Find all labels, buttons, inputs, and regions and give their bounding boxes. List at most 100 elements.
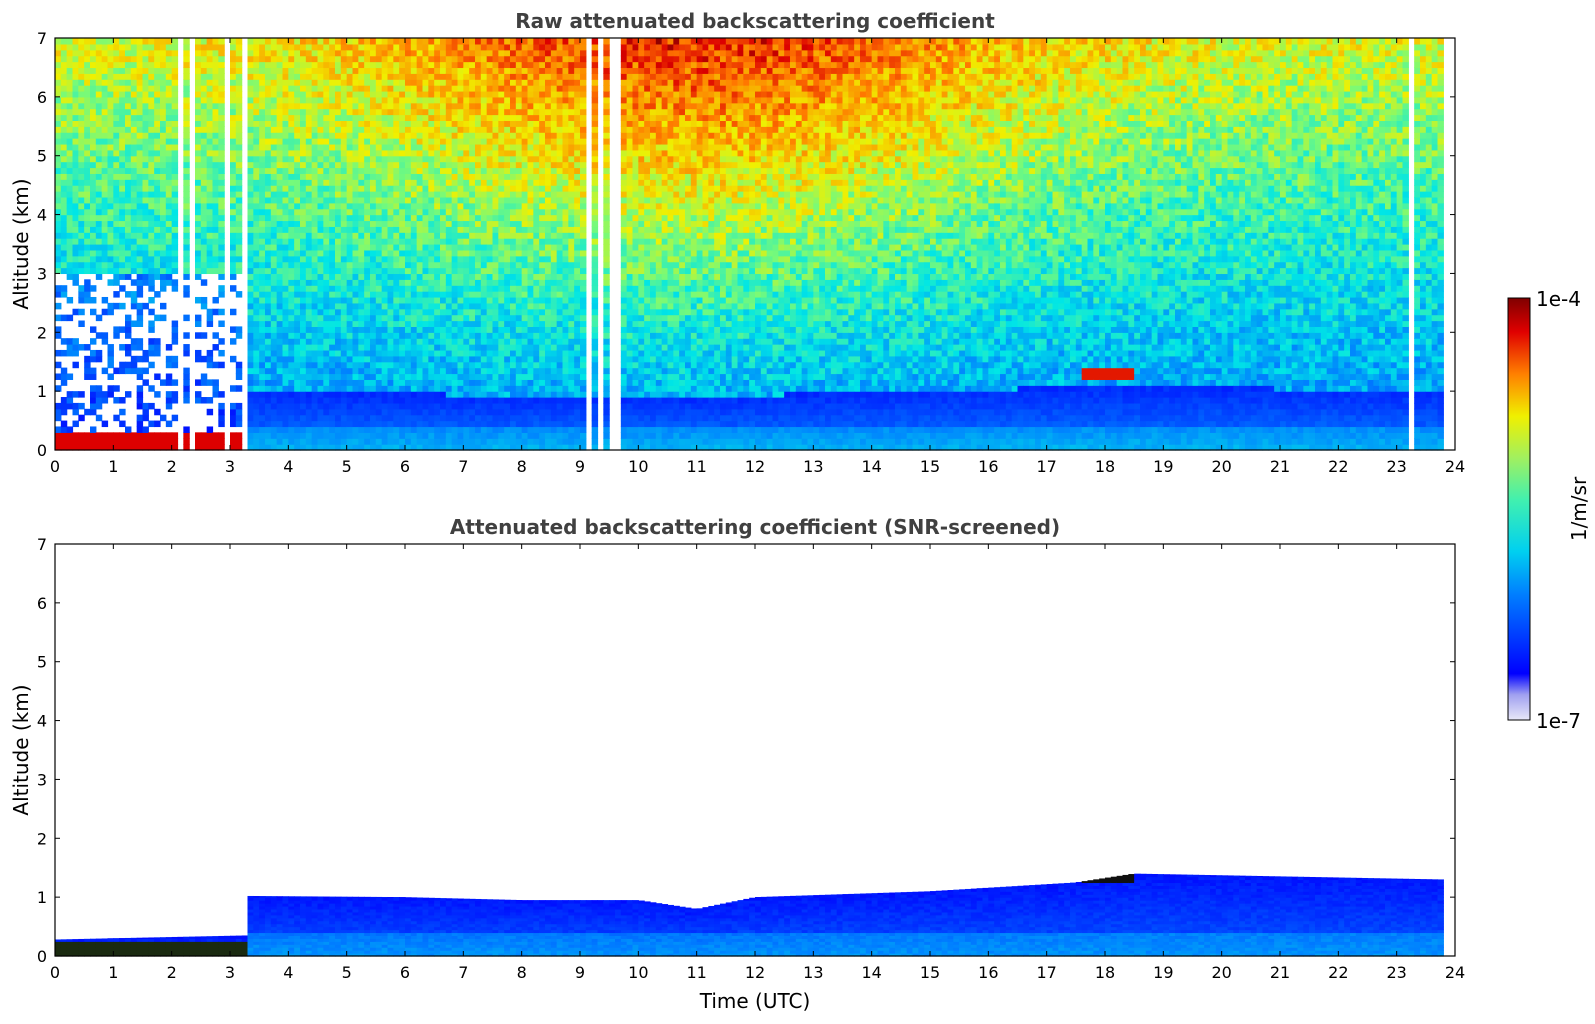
heatmap-cell (107, 391, 114, 398)
heatmap-cell (294, 114, 301, 121)
heatmap-cell (486, 249, 494, 257)
heatmap-cell (498, 308, 505, 316)
heatmap-cell (498, 373, 505, 380)
heatmap-cell (305, 132, 313, 139)
heatmap-cell (230, 132, 237, 139)
heatmap-cell (247, 397, 254, 404)
heatmap-cell (265, 320, 272, 327)
heatmap-cell (457, 397, 464, 404)
heatmap-cell (72, 349, 79, 357)
heatmap-cell (294, 108, 301, 116)
heatmap-cell (311, 238, 319, 245)
heatmap-cell (78, 120, 85, 127)
heatmap-cell (55, 196, 62, 204)
heatmap-cell (130, 226, 138, 233)
heatmap-cell (247, 302, 254, 310)
heatmap-cell (305, 49, 313, 57)
heatmap-cell (125, 438, 132, 445)
heatmap-cell (451, 385, 459, 392)
heatmap-cell (480, 126, 488, 133)
heatmap-cell (259, 432, 266, 439)
heatmap-cell (235, 438, 243, 445)
heatmap-cell (475, 332, 482, 339)
heatmap-cell (259, 85, 266, 92)
heatmap-cell (504, 385, 511, 392)
heatmap-cell (270, 267, 278, 275)
heatmap-cell (329, 132, 336, 139)
heatmap-cell (171, 414, 179, 422)
heatmap-cell (527, 408, 534, 416)
heatmap-cell (276, 320, 284, 327)
heatmap-cell (311, 185, 319, 192)
heatmap-cell (393, 208, 400, 216)
heatmap-cell (422, 161, 429, 169)
heatmap-cell (428, 285, 435, 292)
heatmap-cell (323, 196, 330, 204)
heatmap-cell (90, 196, 97, 204)
heatmap-cell (364, 420, 371, 428)
heatmap-cell (381, 96, 389, 104)
heatmap-cell (270, 120, 278, 127)
heatmap-cell (165, 143, 173, 151)
heatmap-cell (393, 38, 400, 45)
heatmap-cell (375, 320, 383, 327)
heatmap-cell (410, 249, 418, 257)
heatmap-cell (486, 202, 494, 210)
heatmap-cell (480, 185, 488, 192)
heatmap-cell (276, 379, 284, 386)
heatmap-cell (335, 426, 342, 433)
heatmap-cell (480, 191, 488, 198)
heatmap-cell (72, 238, 79, 245)
heatmap-cell (510, 132, 517, 139)
heatmap-cell (463, 202, 470, 210)
heatmap-cell (393, 361, 400, 369)
heatmap-cell (527, 320, 534, 327)
heatmap-cell (486, 408, 494, 416)
heatmap-cell (498, 367, 505, 375)
heatmap-cell (165, 255, 173, 263)
heatmap-cell (340, 138, 348, 145)
heatmap-cell (300, 114, 307, 121)
heatmap-cell (195, 320, 202, 327)
heatmap-cell (457, 344, 464, 351)
heatmap-cell (300, 226, 307, 233)
heatmap-cell (498, 191, 505, 198)
heatmap-cell (212, 332, 219, 339)
heatmap-cell (346, 138, 354, 145)
heatmap-cell (119, 167, 126, 174)
heatmap-cell (375, 143, 383, 151)
heatmap-cell (527, 444, 534, 451)
heatmap-cell (130, 120, 138, 127)
heatmap-cell (154, 67, 161, 74)
heatmap-cell (107, 108, 114, 116)
heatmap-cell (399, 232, 406, 239)
heatmap-cell (527, 438, 534, 445)
heatmap-cell (323, 38, 330, 45)
heatmap-cell (486, 314, 494, 322)
heatmap-cell (200, 296, 208, 304)
heatmap-cell (510, 308, 517, 316)
heatmap-cell (329, 420, 336, 428)
heatmap-cell (282, 191, 289, 198)
heatmap-cell (154, 126, 161, 133)
heatmap-cell (206, 255, 214, 263)
heatmap-cell (527, 344, 534, 351)
heatmap-cell (305, 273, 313, 280)
heatmap-cell (300, 291, 307, 298)
heatmap-cell (475, 326, 482, 333)
heatmap-cell (445, 402, 453, 410)
heatmap-cell (95, 432, 103, 439)
heatmap-cell (381, 432, 389, 439)
heatmap-cell (451, 167, 459, 174)
heatmap-cell (200, 102, 208, 110)
heatmap-cell (346, 102, 354, 110)
heatmap-cell (183, 273, 190, 280)
heatmap-cell (364, 438, 371, 445)
heatmap-cell (428, 79, 435, 86)
heatmap-cell (463, 408, 470, 416)
heatmap-cell (410, 355, 418, 363)
heatmap-cell (434, 73, 441, 80)
heatmap-cell (95, 126, 103, 133)
heatmap-cell (60, 314, 68, 322)
heatmap-cell (270, 279, 278, 286)
